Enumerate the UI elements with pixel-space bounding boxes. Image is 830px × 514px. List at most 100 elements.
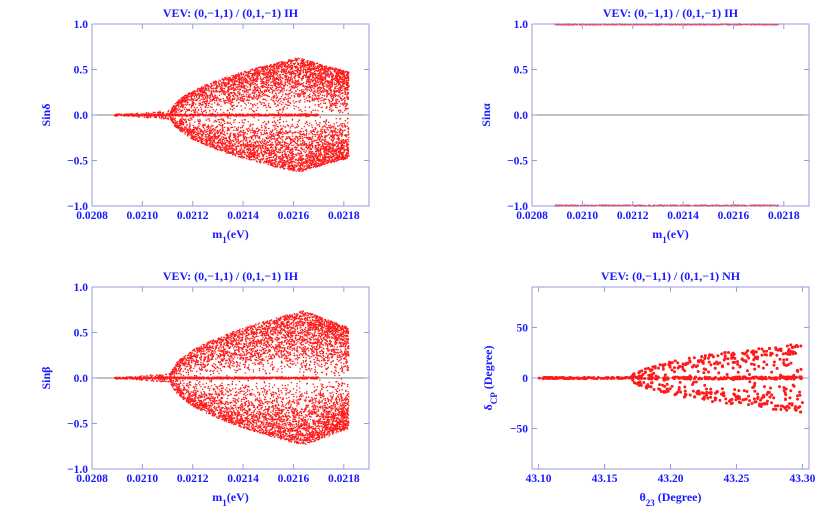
scatter-point <box>244 74 247 77</box>
scatter-point <box>203 114 205 117</box>
scatter-point <box>317 78 320 80</box>
scatter-point <box>269 106 272 109</box>
scatter-point <box>250 69 252 71</box>
scatter-point <box>250 129 252 132</box>
scatter-point <box>184 127 186 129</box>
scatter-point <box>231 139 234 142</box>
scatter-point <box>251 74 253 77</box>
scatter-point <box>205 104 207 107</box>
scatter-point <box>282 131 284 133</box>
scatter-point <box>313 113 316 116</box>
scatter-point <box>178 108 181 110</box>
scatter-point <box>208 118 211 120</box>
scatter-point <box>285 113 287 116</box>
scatter-point <box>339 80 342 83</box>
scatter-point <box>228 76 230 79</box>
scatter-point <box>212 114 215 117</box>
scatter-point <box>259 78 262 80</box>
scatter-point <box>205 95 207 98</box>
scatter-point <box>241 109 243 111</box>
scatter-point <box>324 125 326 127</box>
scatter-point <box>272 124 274 127</box>
scatter-point <box>268 95 271 98</box>
scatter-point <box>263 114 265 117</box>
scatter-point <box>306 90 308 92</box>
scatter-point <box>133 115 135 117</box>
scatter-point <box>309 114 311 117</box>
scatter-point <box>235 152 238 155</box>
scatter-point <box>195 103 197 105</box>
scatter-point <box>333 125 335 127</box>
scatter-point <box>298 144 300 146</box>
scatter-point <box>247 91 249 94</box>
scatter-point <box>259 88 261 90</box>
scatter-point <box>263 94 265 96</box>
scatter-point <box>229 134 231 136</box>
scatter-point <box>276 130 278 132</box>
scatter-point <box>326 70 328 73</box>
scatter-point <box>248 107 251 110</box>
scatter-point <box>184 103 187 106</box>
scatter-point <box>176 123 179 125</box>
scatter-point <box>216 137 218 140</box>
scatter-points <box>113 57 350 173</box>
scatter-point <box>229 117 231 120</box>
scatter-point <box>273 135 276 138</box>
scatter-point <box>177 99 180 102</box>
scatter-point <box>335 94 338 97</box>
scatter-point <box>295 72 297 75</box>
scatter-point <box>202 126 205 129</box>
scatter-point <box>293 102 295 104</box>
scatter-point <box>330 74 332 76</box>
scatter-point <box>317 72 320 75</box>
scatter-point <box>235 115 238 118</box>
scatter-point <box>270 84 272 86</box>
scatter-point <box>333 82 336 84</box>
scatter-point <box>293 94 295 97</box>
scatter-point <box>122 114 125 117</box>
scatter-point <box>305 72 308 75</box>
scatter-point <box>209 113 211 116</box>
scatter-point <box>282 94 284 96</box>
scatter-point <box>226 76 228 78</box>
scatter-point <box>316 81 319 83</box>
scatter-point <box>290 95 293 97</box>
scatter-point <box>209 100 211 103</box>
scatter-point <box>251 124 253 126</box>
scatter-point <box>258 158 260 161</box>
scatter-point <box>145 116 148 119</box>
scatter-point <box>330 108 332 110</box>
scatter-point <box>290 88 292 90</box>
scatter-point <box>311 133 314 135</box>
scatter-point <box>260 85 262 88</box>
scatter-point <box>302 114 304 117</box>
scatter-point <box>336 140 338 143</box>
scatter-point <box>266 144 269 147</box>
scatter-point <box>321 143 324 146</box>
scatter-point <box>206 84 209 86</box>
scatter-point <box>279 137 282 140</box>
scatter-point <box>287 142 289 145</box>
scatter-point <box>338 89 341 91</box>
scatter-point <box>243 147 246 150</box>
scatter-point <box>310 166 313 169</box>
scatter-point <box>342 139 345 141</box>
scatter-point <box>319 102 322 105</box>
scatter-point <box>193 132 195 135</box>
scatter-point <box>268 114 271 117</box>
scatter-point <box>274 146 277 148</box>
scatter-point <box>269 132 271 134</box>
scatter-point <box>195 114 197 116</box>
scatter-point <box>205 143 208 145</box>
scatter-point <box>160 117 162 120</box>
scatter-point <box>218 83 220 85</box>
scatter-point <box>296 85 299 88</box>
scatter-point <box>276 89 278 92</box>
scatter-point <box>343 134 346 136</box>
scatter-point <box>282 91 284 93</box>
scatter-point <box>292 144 295 147</box>
scatter-point <box>238 142 241 144</box>
scatter-point <box>266 87 268 89</box>
scatter-point <box>264 104 267 106</box>
scatter-point <box>297 149 300 152</box>
